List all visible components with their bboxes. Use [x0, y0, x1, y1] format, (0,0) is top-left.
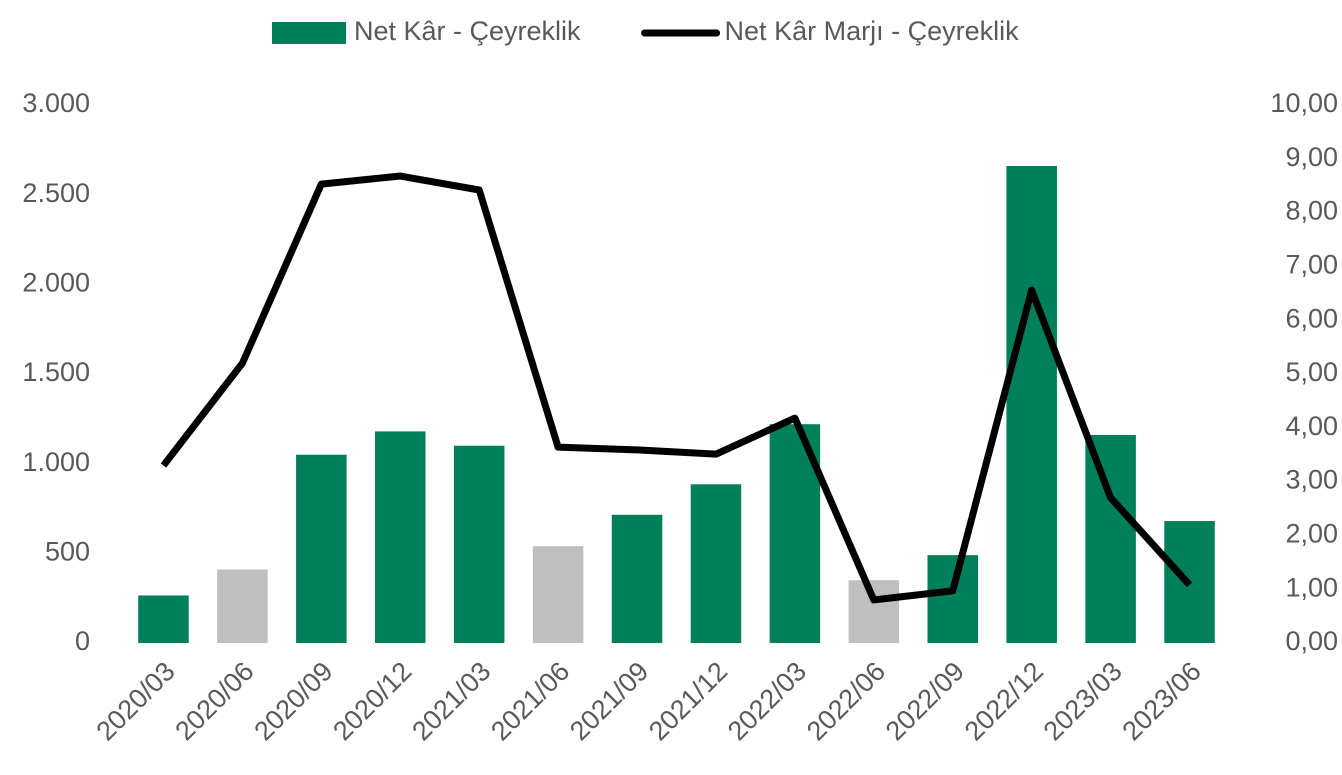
y-tick-label: 0: [75, 626, 90, 656]
y-tick-label: 500: [45, 536, 90, 566]
x-tick-label: 2022/12: [959, 656, 1049, 746]
y-tick-label: 2.000: [22, 267, 90, 297]
x-tick-label: 2023/03: [1038, 656, 1128, 746]
y2-tick-label: 10,00: [1270, 88, 1338, 118]
bar: [848, 580, 900, 643]
x-tick-label: 2022/09: [880, 656, 970, 746]
y-tick-label: 1.500: [22, 357, 90, 387]
bar: [453, 445, 505, 643]
bar: [611, 514, 663, 643]
y2-tick-label: 3,00: [1285, 465, 1338, 495]
y-tick-label: 1.000: [22, 447, 90, 477]
bar: [217, 569, 268, 643]
y2-tick-label: 7,00: [1285, 250, 1338, 280]
legend-swatch: [272, 22, 346, 44]
bar: [1006, 165, 1057, 643]
bar: [532, 546, 584, 643]
y2-tick-label: 9,00: [1285, 142, 1338, 172]
x-tick-label: 2022/03: [722, 656, 812, 746]
legend-label: Net Kâr Marjı - Çeyreklik: [725, 16, 1020, 46]
x-tick-label: 2020/12: [327, 656, 417, 746]
x-tick-label: 2020/09: [248, 656, 338, 746]
x-tick-label: 2021/09: [564, 656, 654, 746]
legend-label: Net Kâr - Çeyreklik: [354, 16, 581, 46]
x-tick-label: 2023/06: [1117, 656, 1207, 746]
y2-tick-label: 4,00: [1285, 411, 1338, 441]
bar: [927, 555, 979, 643]
y2-tick-label: 1,00: [1285, 572, 1338, 602]
line: [160, 172, 1193, 604]
y2-tick-label: 2,00: [1285, 519, 1338, 549]
y-tick-label: 2.500: [22, 178, 90, 208]
x-tick-label: 2021/12: [643, 656, 733, 746]
y2-tick-label: 0,00: [1285, 626, 1338, 656]
x-tick-label: 2020/03: [91, 656, 181, 746]
bar: [1085, 434, 1136, 643]
bar: [296, 454, 347, 643]
x-tick-label: 2020/06: [169, 656, 259, 746]
bar: [138, 595, 189, 643]
y2-tick-label: 6,00: [1285, 303, 1338, 333]
x-tick-label: 2021/06: [485, 656, 575, 746]
bar: [690, 484, 742, 643]
bar: [374, 431, 426, 643]
y2-tick-label: 8,00: [1285, 196, 1338, 226]
x-tick-label: 2022/06: [801, 656, 891, 746]
y2-tick-label: 5,00: [1285, 357, 1338, 387]
x-tick-label: 2021/03: [406, 656, 496, 746]
y-tick-label: 3.000: [22, 88, 90, 118]
